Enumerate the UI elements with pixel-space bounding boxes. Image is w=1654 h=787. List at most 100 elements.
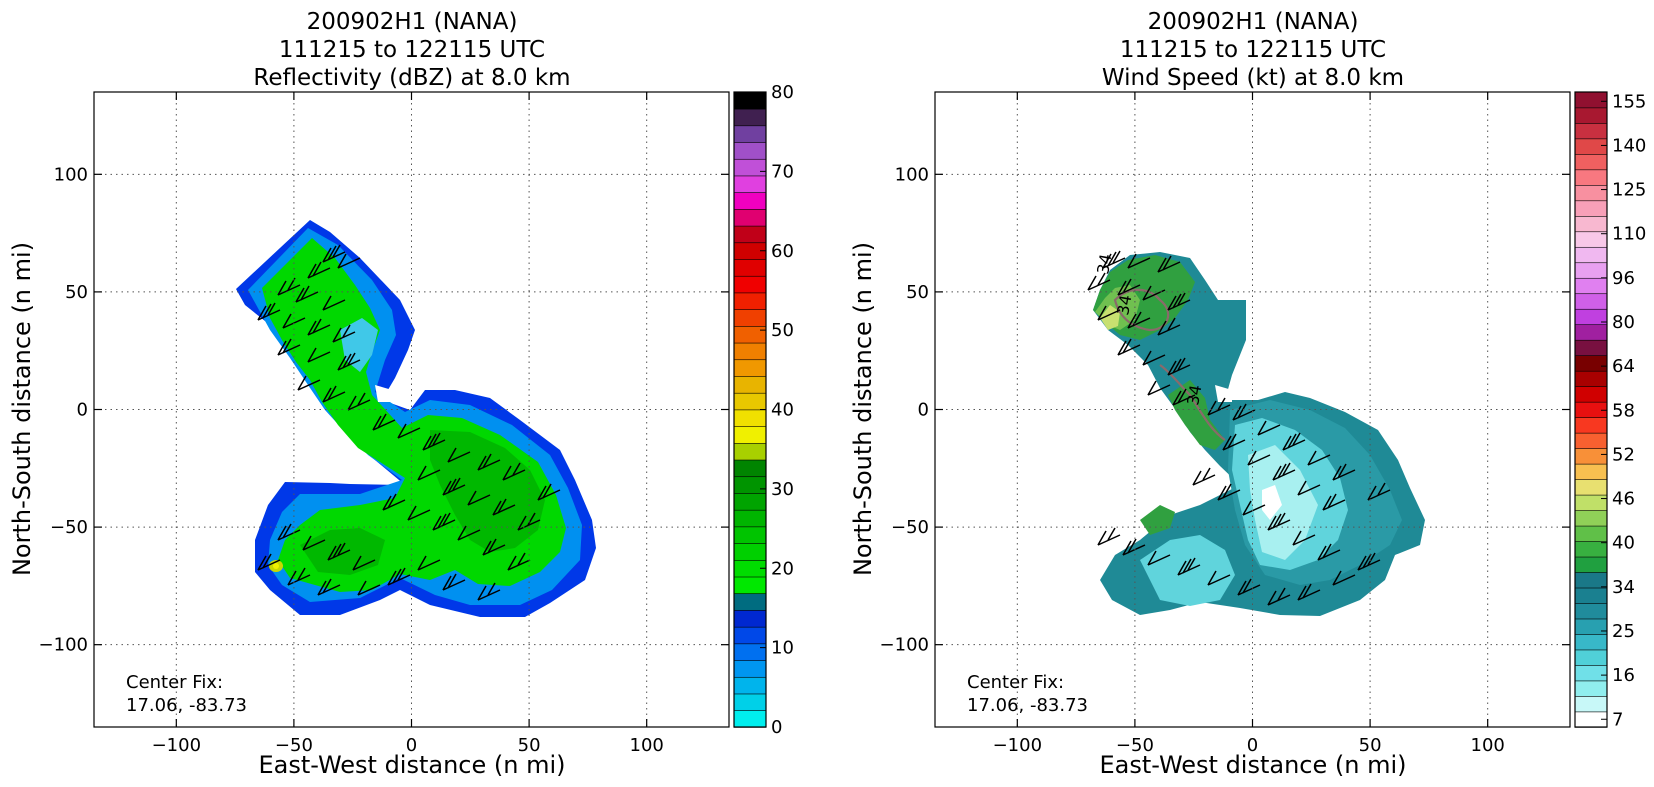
echo-region xyxy=(340,318,378,372)
axis-ticks: −100 −50 0 50 100 −100 −50 0 50 100 xyxy=(880,92,1570,756)
colorbar-segment xyxy=(1574,107,1608,124)
colorbar-segment xyxy=(1574,354,1608,372)
colorbar-tick-label: 110 xyxy=(1612,224,1646,245)
colorbar-segment xyxy=(1574,571,1608,589)
x-tick-label: 50 xyxy=(1359,735,1382,756)
colorbar-segment xyxy=(1574,200,1608,217)
colorbar-tick-label: 155 xyxy=(1612,91,1646,112)
panel-title-line: Reflectivity (dBZ) at 8.0 km xyxy=(253,65,570,91)
wind-barb xyxy=(277,523,301,541)
wind-barb xyxy=(1117,278,1141,296)
wind-barb xyxy=(517,512,541,531)
colorbar-segment xyxy=(733,158,767,177)
wind-barb xyxy=(492,498,516,516)
wind-barb xyxy=(1297,480,1321,496)
wind-barb xyxy=(1147,550,1171,566)
colorbar-tick-label: 46 xyxy=(1612,489,1635,510)
y-tick-label: −50 xyxy=(891,517,929,538)
grid-lines xyxy=(94,92,729,727)
wind-barb xyxy=(337,352,361,371)
colorbar-segment xyxy=(733,392,767,411)
colorbar-segment xyxy=(1574,540,1608,558)
wind-barb xyxy=(432,512,456,531)
colorbar-segment xyxy=(1574,91,1608,109)
wind-barbs xyxy=(1087,250,1391,606)
center-fix-value: 17.06, -83.73 xyxy=(967,695,1088,716)
colorbar-segment xyxy=(733,359,767,377)
colorbar-segment xyxy=(1574,509,1608,527)
x-tick-label: −50 xyxy=(275,735,313,756)
colorbar-tick-label: 125 xyxy=(1612,180,1646,201)
x-tick-label: 100 xyxy=(1471,735,1505,756)
y-tick-label: −50 xyxy=(50,517,88,538)
colorbar-tick-label: 70 xyxy=(771,161,794,182)
colorbar-segment xyxy=(733,709,767,728)
wind-barb xyxy=(1282,432,1306,451)
y-tick-label: −100 xyxy=(880,635,929,656)
wind-barb xyxy=(322,244,346,263)
y-tick-label: 100 xyxy=(54,164,88,185)
colorbar-segment xyxy=(733,626,767,645)
wind-barb xyxy=(447,447,471,463)
colorbar-segment xyxy=(733,258,767,277)
y-tick-label: 0 xyxy=(77,400,88,421)
wind-speed-panel: 200902H1 (NANA) 111215 to 122115 UTC Win… xyxy=(849,9,1646,779)
wind-barb xyxy=(1317,543,1341,561)
wind-barb xyxy=(507,552,531,571)
x-axis-label: East-West distance (n mi) xyxy=(258,751,565,779)
colorbar-segment xyxy=(1574,587,1608,604)
wind-barb xyxy=(1232,403,1256,421)
colorbar-segment xyxy=(733,425,767,444)
wind-barb xyxy=(1147,380,1171,396)
grid-lines xyxy=(935,92,1570,727)
colorbar-segment xyxy=(1574,324,1608,341)
wind-barb xyxy=(302,535,326,551)
panel-title-line: 200902H1 (NANA) xyxy=(307,9,518,35)
colorbar-segment xyxy=(733,509,767,528)
wind-barb xyxy=(1097,305,1121,321)
wind-region xyxy=(1168,380,1225,450)
colorbar-segment xyxy=(1574,262,1608,279)
wind-barb xyxy=(257,302,281,321)
wind-barb xyxy=(277,338,301,356)
wind-barb xyxy=(1322,493,1346,511)
wind-barbs xyxy=(257,244,561,601)
contour-label: 34 xyxy=(1183,383,1205,406)
wind-barb xyxy=(307,261,331,279)
wind-barb xyxy=(357,580,381,596)
colorbar-segment xyxy=(733,409,767,427)
colorbar-segment xyxy=(1574,633,1608,651)
wind-barb xyxy=(387,567,411,586)
colorbar-segment xyxy=(733,459,767,478)
colorbar-segment xyxy=(733,576,767,595)
wind-barb xyxy=(1257,420,1281,436)
x-tick-label: −50 xyxy=(1116,735,1154,756)
wind-barb xyxy=(1097,527,1121,546)
wind-barb xyxy=(347,392,371,411)
echo-peak xyxy=(273,563,279,569)
colorbar-segment xyxy=(733,275,767,294)
colorbar-segment xyxy=(733,526,767,544)
wind-barb xyxy=(1237,578,1261,596)
colorbar-segment xyxy=(1574,695,1608,713)
wind-barb xyxy=(482,538,506,556)
wind-barb xyxy=(442,477,466,496)
wind-barb xyxy=(307,347,331,363)
colorbar-segment xyxy=(1574,680,1608,697)
wind-barb xyxy=(1222,433,1246,451)
wind-region xyxy=(1262,485,1282,520)
echo-region xyxy=(430,430,545,552)
wind-barb xyxy=(1207,397,1231,416)
panel-title-line: 111215 to 122115 UTC xyxy=(1120,37,1386,63)
colorbar-segment xyxy=(733,693,767,711)
y-tick-label: 100 xyxy=(895,164,929,185)
wind-barb xyxy=(287,567,311,586)
wind-barb xyxy=(1217,483,1241,501)
colorbar-tick-label: 30 xyxy=(771,479,794,500)
colorbar-segment xyxy=(733,542,767,561)
colorbar-segment xyxy=(733,91,767,110)
colorbar-segment xyxy=(733,208,767,227)
x-tick-label: 0 xyxy=(1247,735,1258,756)
colorbar-segment xyxy=(733,125,767,143)
colorbar-segment xyxy=(1574,370,1608,387)
